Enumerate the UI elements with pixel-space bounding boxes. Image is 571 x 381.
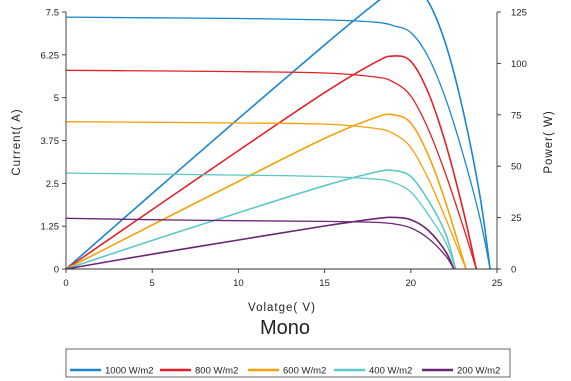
- curve-layer: [65, 0, 491, 270]
- legend-label: 1000 W/m2: [105, 366, 154, 377]
- series-2-current-line: [65, 69, 477, 270]
- right-y-ticks: 0 25 50 75 100 125: [497, 8, 527, 276]
- x-axis-title: Volatge( V): [248, 302, 316, 314]
- y-left-tick-label: 7.5: [46, 8, 59, 19]
- y-left-tick-label: 0: [54, 265, 59, 276]
- series-1-current-line: [65, 16, 491, 270]
- legend-label: 800 W/m2: [195, 366, 238, 377]
- series-3-current-line: [65, 121, 467, 270]
- series-1-power-line: [65, 0, 491, 270]
- y-right-tick-label: 125: [511, 8, 527, 19]
- y-left-tick-label: 2.5: [46, 179, 59, 190]
- series-5-power-line: [65, 216, 455, 270]
- x-tick-label: 15: [319, 278, 330, 289]
- y-right-tick-label: 100: [511, 59, 527, 70]
- legend: 1000 W/m2 800 W/m2 600 W/m2 400 W/m2 200 W/m…: [65, 348, 511, 378]
- y-right-tick-label: 75: [511, 110, 522, 121]
- legend-label: 200 W/m2: [457, 366, 500, 377]
- x-tick-label: 10: [233, 278, 244, 289]
- legend-items: 1000 W/m2 800 W/m2 600 W/m2 400 W/m2 200 W/m…: [70, 366, 500, 377]
- y-left-tick-label: 6.25: [41, 50, 60, 61]
- legend-label: 400 W/m2: [369, 366, 412, 377]
- series-4-power-line: [65, 169, 457, 270]
- y-right-axis-title: Power( W): [543, 110, 555, 173]
- y-left-tick-label: 1.25: [41, 222, 60, 233]
- series-2-power-line: [65, 55, 478, 270]
- x-tick-label: 20: [406, 278, 417, 289]
- legend-box: [65, 348, 511, 378]
- chart-title: Mono: [260, 317, 310, 339]
- y-left-tick-label: 3.75: [41, 136, 60, 147]
- y-left-axis-title: Current( A): [11, 108, 23, 175]
- x-tick-label: 5: [150, 278, 155, 289]
- y-right-tick-label: 0: [511, 265, 516, 276]
- y-left-tick-label: 5: [54, 93, 59, 104]
- left-y-ticks: 0 1.25 2.5 3.75 5 6.25 7.5: [41, 8, 66, 276]
- series-4-current-line: [65, 172, 457, 270]
- legend-label: 600 W/m2: [283, 366, 326, 377]
- series-5-current-line: [65, 217, 455, 270]
- y-right-tick-label: 25: [511, 213, 522, 224]
- series-3-power-line: [65, 113, 467, 270]
- x-tick-label: 0: [63, 278, 68, 289]
- y-right-tick-label: 50: [511, 162, 522, 173]
- x-ticks: 0 5 10 15 20 25: [63, 269, 502, 289]
- x-tick-label: 25: [492, 278, 503, 289]
